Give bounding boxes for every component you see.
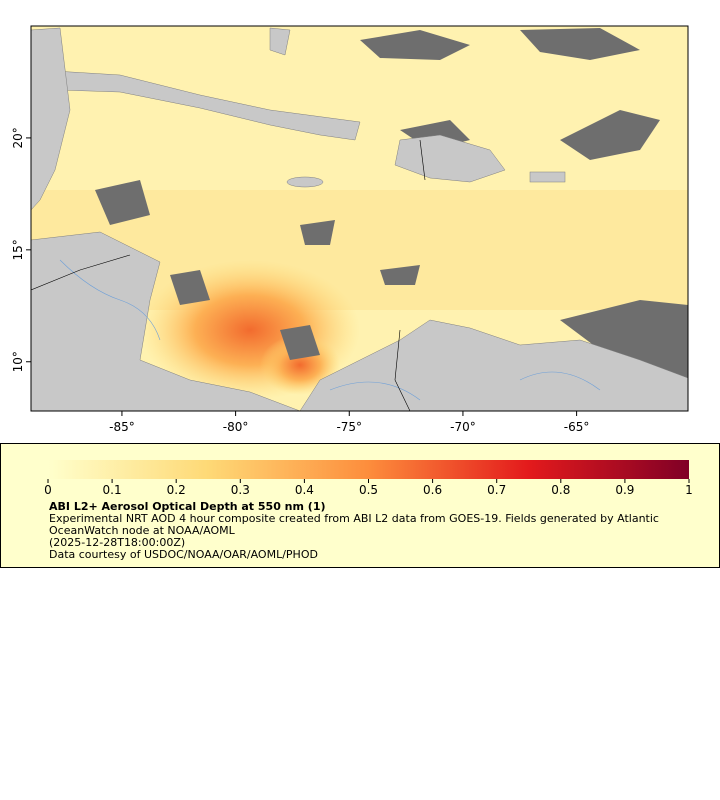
colorbar-ramp <box>48 460 689 479</box>
map-figure: -85° -80° -75° -70° -65° 10° 15° 20° <box>11 25 689 434</box>
map-layer <box>31 26 688 411</box>
colorbar-tick-label: 0.6 <box>423 483 442 497</box>
colorbar-tick-label: 0.1 <box>103 483 122 497</box>
legend-credit: Data courtesy of USDOC/NOAA/OAR/AOML/PHO… <box>49 548 318 561</box>
x-tick-label: -75° <box>336 420 362 434</box>
colorbar-tick-label: 1 <box>685 483 693 497</box>
colorbar-tick-label: 0.4 <box>295 483 314 497</box>
y-tick-label: 15° <box>11 239 25 260</box>
rivers <box>59 259 601 401</box>
colorbar-tick-label: 0.9 <box>615 483 634 497</box>
legend-time: (2025-12-28T18:00:00Z) <box>49 536 186 549</box>
x-tick-label: -80° <box>223 420 249 434</box>
y-tick-label: 10° <box>11 351 25 372</box>
colorbar-tick-label: 0.7 <box>487 483 506 497</box>
legend-panel: 0 0.1 0.2 0.3 0.4 0.5 0.6 0.7 0.8 0.9 1 ABI L2+ Ae… <box>0 443 720 568</box>
legend-text: ABI L2+ Aerosol Optical Depth at 550 nm … <box>49 501 689 561</box>
x-tick-label: -70° <box>450 420 476 434</box>
legend-description: Experimental NRT AOD 4 hour composite cr… <box>49 512 659 537</box>
colorbar-tick-label: 0.3 <box>231 483 250 497</box>
x-tick-label: -65° <box>564 420 590 434</box>
colorbar-tick-label: 0.5 <box>359 483 378 497</box>
colorbar-tick-label: 0 <box>44 483 52 497</box>
y-tick-label: 20° <box>11 127 25 148</box>
borders <box>31 139 426 411</box>
colorbar-tick-label: 0.8 <box>551 483 570 497</box>
legend-title: ABI L2+ Aerosol Optical Depth at 550 nm … <box>49 500 326 513</box>
colorbar-tick-label: 0.2 <box>167 483 186 497</box>
x-tick-label: -85° <box>109 420 135 434</box>
plot-frame <box>30 25 689 412</box>
colorbar: 0 0.1 0.2 0.3 0.4 0.5 0.6 0.7 0.8 0.9 1 <box>44 460 693 497</box>
land <box>31 27 688 411</box>
